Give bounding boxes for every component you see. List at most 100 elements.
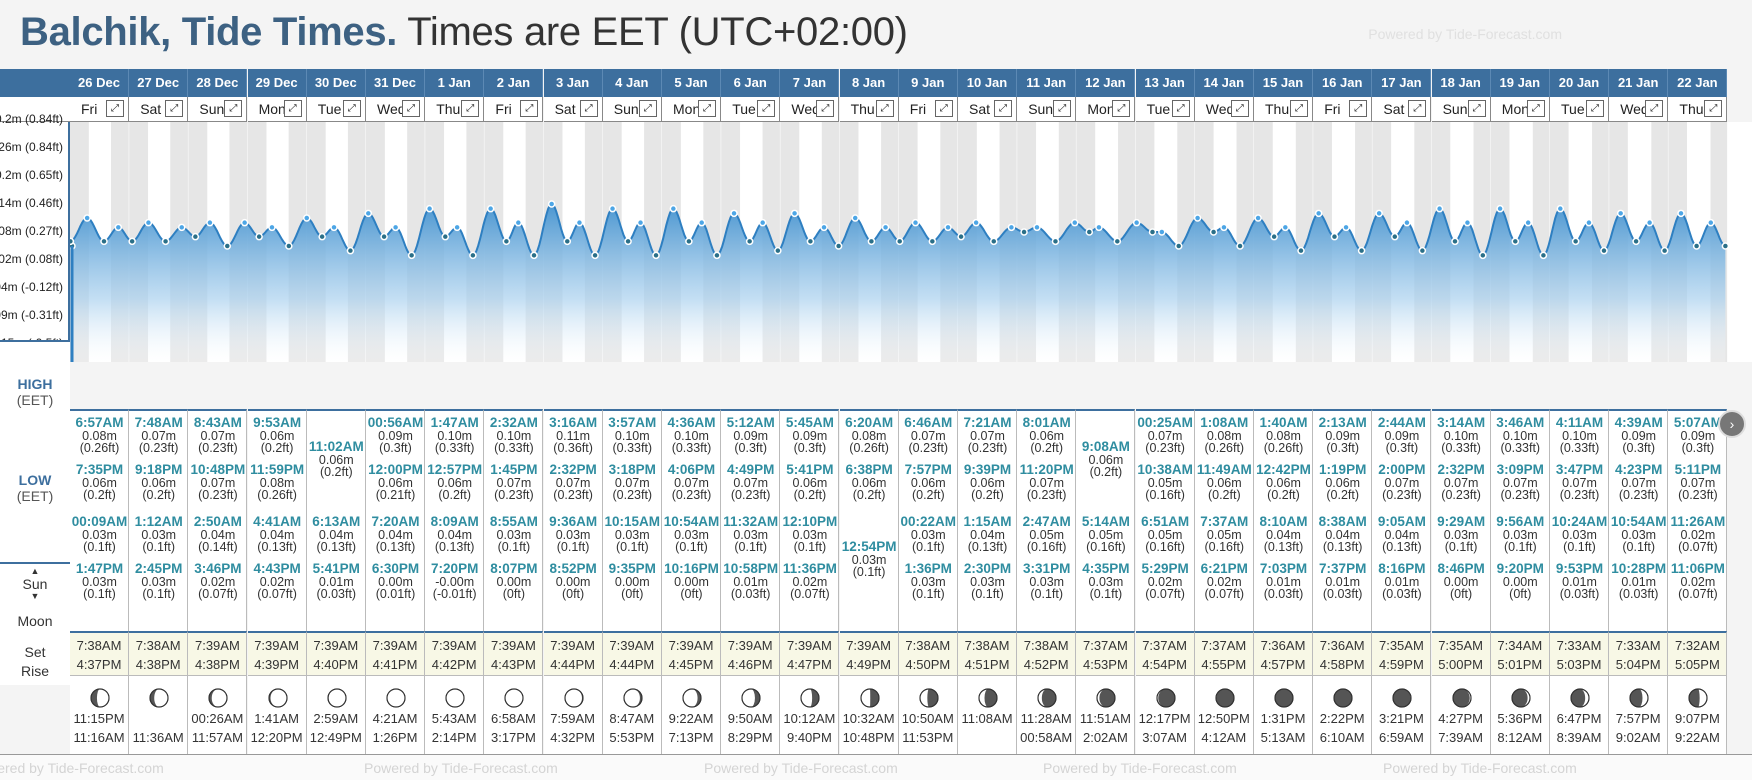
- high-tide-point[interactable]: [1496, 204, 1504, 213]
- low-tide-point[interactable]: [1511, 237, 1520, 246]
- high-tide-point[interactable]: [1463, 218, 1472, 227]
- expand-icon[interactable]: ⤢: [638, 100, 657, 117]
- scroll-right-icon[interactable]: ›: [1718, 410, 1746, 438]
- low-tide-point[interactable]: [1148, 228, 1157, 236]
- high-tide-point[interactable]: [972, 218, 980, 227]
- high-tide-point[interactable]: [144, 218, 153, 227]
- low-tide-point[interactable]: [1174, 242, 1183, 250]
- low-tide-point[interactable]: [1051, 237, 1060, 246]
- low-tide-point[interactable]: [1391, 232, 1399, 241]
- low-tide-point[interactable]: [774, 246, 782, 255]
- high-tide-point[interactable]: [1403, 218, 1411, 227]
- expand-icon[interactable]: ⤢: [342, 100, 361, 117]
- low-tide-point[interactable]: [563, 237, 572, 246]
- low-tide-point[interactable]: [1236, 242, 1244, 250]
- low-tide-point[interactable]: [285, 242, 293, 250]
- low-tide-point[interactable]: [895, 237, 904, 246]
- high-tide-point[interactable]: [206, 218, 214, 227]
- high-tide-point[interactable]: [1585, 218, 1593, 227]
- low-tide-point[interactable]: [1692, 242, 1701, 250]
- high-tide-point[interactable]: [240, 218, 249, 227]
- low-tide-point[interactable]: [624, 237, 632, 246]
- high-tide-point[interactable]: [851, 214, 859, 222]
- high-tide-point[interactable]: [881, 223, 890, 232]
- low-tide-point[interactable]: [1479, 251, 1487, 260]
- powered-by-top[interactable]: Powered by Tide-Forecast.com: [1368, 26, 1562, 42]
- high-tide-point[interactable]: [730, 209, 738, 218]
- high-tide-point[interactable]: [1707, 218, 1715, 227]
- expand-icon[interactable]: ⤢: [934, 100, 953, 117]
- high-tide-point[interactable]: [1071, 218, 1079, 227]
- low-tide-point[interactable]: [1297, 246, 1305, 255]
- high-tide-point[interactable]: [1132, 218, 1141, 227]
- low-tide-point[interactable]: [957, 232, 965, 241]
- expand-icon[interactable]: ⤢: [698, 100, 716, 117]
- low-tide-point[interactable]: [1632, 237, 1640, 246]
- footer-powered-4[interactable]: Powered by Tide-Forecast.com: [1043, 760, 1237, 776]
- high-tide-point[interactable]: [330, 223, 338, 232]
- high-tide-point[interactable]: [453, 223, 461, 232]
- expand-icon[interactable]: ⤢: [1586, 100, 1604, 117]
- low-tide-point[interactable]: [1270, 232, 1278, 241]
- high-tide-point[interactable]: [364, 209, 373, 218]
- low-tide-point[interactable]: [1539, 251, 1548, 260]
- low-tide-point[interactable]: [652, 251, 660, 260]
- expand-icon[interactable]: ⤢: [875, 100, 894, 117]
- high-tide-point[interactable]: [177, 223, 186, 232]
- high-tide-point[interactable]: [1314, 209, 1323, 218]
- expand-icon[interactable]: ⤢: [1171, 100, 1190, 117]
- high-tide-point[interactable]: [1095, 223, 1103, 232]
- low-tide-point[interactable]: [1451, 237, 1459, 246]
- low-tide-point[interactable]: [1113, 237, 1122, 246]
- high-tide-point[interactable]: [1342, 223, 1350, 232]
- expand-icon[interactable]: ⤢: [1645, 100, 1664, 117]
- expand-icon[interactable]: ⤢: [520, 100, 539, 117]
- high-tide-point[interactable]: [1375, 209, 1383, 218]
- low-tide-point[interactable]: [834, 242, 843, 250]
- low-tide-point[interactable]: [745, 237, 754, 246]
- high-tide-point[interactable]: [114, 223, 123, 232]
- high-tide-point[interactable]: [669, 204, 678, 213]
- high-tide-point[interactable]: [425, 204, 434, 213]
- high-tide-point[interactable]: [391, 223, 400, 232]
- low-tide-point[interactable]: [867, 237, 876, 246]
- high-tide-point[interactable]: [1220, 223, 1228, 232]
- low-tide-point[interactable]: [191, 232, 200, 241]
- high-tide-point[interactable]: [697, 218, 706, 227]
- high-tide-point[interactable]: [1556, 204, 1565, 213]
- low-tide-point[interactable]: [469, 251, 477, 260]
- low-tide-point[interactable]: [346, 246, 355, 255]
- high-tide-point[interactable]: [1193, 214, 1202, 222]
- expand-icon[interactable]: ⤢: [1112, 100, 1131, 117]
- expand-icon[interactable]: ⤢: [165, 100, 184, 117]
- low-tide-point[interactable]: [70, 237, 75, 246]
- low-tide-point[interactable]: [1357, 246, 1366, 255]
- low-tide-point[interactable]: [1660, 246, 1669, 255]
- low-tide-point[interactable]: [806, 237, 815, 246]
- low-tide-point[interactable]: [318, 232, 326, 241]
- footer-powered-5[interactable]: Powered by Tide-Forecast.com: [1383, 760, 1577, 776]
- high-tide-point[interactable]: [1524, 218, 1532, 227]
- high-tide-point[interactable]: [790, 209, 799, 218]
- expand-icon[interactable]: ⤢: [579, 100, 598, 117]
- expand-icon[interactable]: ⤢: [1349, 100, 1368, 117]
- expand-icon[interactable]: ⤢: [106, 100, 124, 117]
- high-tide-point[interactable]: [1007, 223, 1016, 232]
- low-tide-point[interactable]: [223, 242, 232, 250]
- footer-powered-2[interactable]: Powered by Tide-Forecast.com: [364, 760, 558, 776]
- high-tide-point[interactable]: [758, 218, 767, 227]
- low-tide-point[interactable]: [1209, 228, 1218, 236]
- high-tide-point[interactable]: [1254, 214, 1262, 222]
- low-tide-point[interactable]: [1085, 228, 1094, 236]
- low-tide-point[interactable]: [1571, 237, 1580, 246]
- high-tide-point[interactable]: [303, 214, 311, 222]
- expand-icon[interactable]: ⤢: [1704, 100, 1723, 117]
- low-tide-point[interactable]: [1020, 228, 1028, 236]
- high-tide-point[interactable]: [944, 223, 952, 232]
- low-tide-point[interactable]: [255, 232, 263, 241]
- high-tide-point[interactable]: [575, 218, 584, 227]
- low-tide-point[interactable]: [1418, 246, 1427, 255]
- high-tide-point[interactable]: [1033, 223, 1041, 232]
- high-tide-point[interactable]: [268, 223, 276, 232]
- expand-icon[interactable]: ⤢: [1467, 100, 1486, 117]
